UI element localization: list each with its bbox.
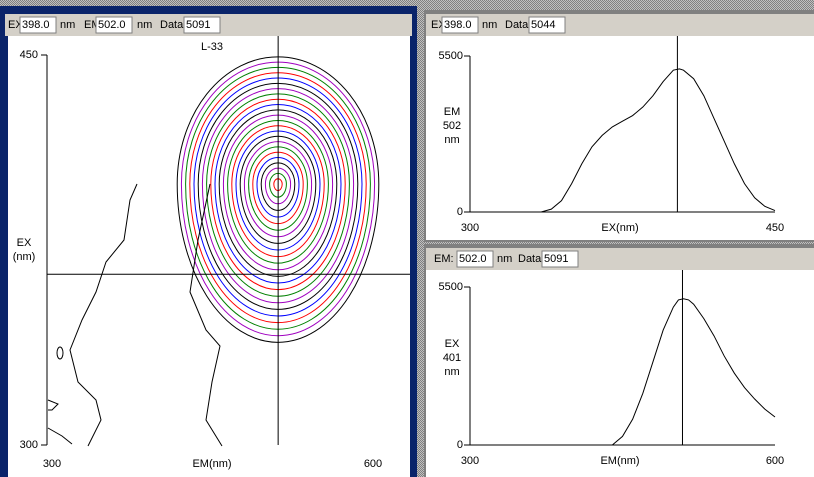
contour-line [47,427,73,445]
contour-line [69,183,138,447]
plot-area [426,270,814,477]
contour-line [264,167,292,205]
header-label: Data: [518,253,544,265]
header-bar [426,248,814,270]
header-label: nm [497,253,512,265]
contour-line [231,125,325,258]
contour-line [176,56,380,343]
contour-line [239,135,317,244]
contour-line [256,157,300,218]
contour-line [180,61,376,337]
header-label: Data: [160,19,186,31]
x-axis-label: EM(nm) [192,458,231,470]
header-label: Data: [505,19,531,31]
contour-line [56,346,64,360]
x-tick-label: 300 [43,458,61,470]
y-tick-label: 300 [20,439,38,451]
contour-line [243,141,313,238]
contour-line [227,119,329,264]
value-field [183,16,221,34]
x-tick-label: 600 [766,455,784,467]
value-field [528,16,566,34]
contour-line [47,399,59,411]
contour-line [252,151,304,225]
y-axis-label: (nm) [13,251,36,263]
spectrum-line [612,298,776,446]
contour-line [193,77,363,317]
y-tick-label: 450 [20,49,38,61]
value-field [541,250,579,268]
contour-line [210,98,346,291]
x-axis-label: EX(nm) [601,222,638,234]
contour-line [197,82,359,310]
contour-line [189,72,367,324]
contour-line [189,183,223,447]
header-label: EM: [434,253,454,265]
header-label: nm [482,19,497,31]
contour-line [260,162,296,211]
contour-line [269,172,287,198]
y-axis-label: nm [444,134,459,146]
contour-line [201,88,355,304]
y-axis-label: nm [444,366,459,378]
y-axis-label: 401 [443,352,461,364]
y-tick-label: 5500 [439,281,463,293]
y-axis-label: 502 [443,120,461,132]
value-field [19,16,57,34]
value-field [441,16,479,34]
contour-line [218,109,338,277]
value-field [456,250,494,268]
y-axis-label: EX [445,338,460,350]
contour-line [206,93,350,297]
header-value: 398.0 [444,19,472,31]
plot-title: L-33 [201,41,223,53]
contour-line [185,66,371,330]
header-value: 502.0 [98,19,126,31]
contour-line [222,114,334,271]
contour-line [235,130,321,251]
header-value: 5091 [544,253,568,265]
x-tick-label: 450 [766,222,784,234]
header-value: 502.0 [459,253,487,265]
header-label: nm [137,19,152,31]
value-field [95,16,133,34]
header-value: 398.0 [22,19,50,31]
contour-line [214,104,342,284]
contour-line [248,146,308,231]
y-tick-label: 5500 [439,50,463,62]
header-bar [426,14,814,36]
y-tick-label: 0 [457,206,463,218]
plot-area [426,36,814,240]
x-tick-label: 300 [461,455,479,467]
header-value: 5044 [531,19,555,31]
x-tick-label: 300 [461,222,479,234]
y-axis-label: EM [444,106,461,118]
header-value: 5091 [186,19,210,31]
x-axis-label: EM(nm) [600,455,639,467]
y-tick-label: 0 [457,439,463,451]
y-axis-label: EX [17,237,32,249]
header-label: nm [60,19,75,31]
x-tick-label: 600 [364,458,382,470]
contour-line [273,178,283,192]
content: EX:398.0 nm EM:502.0 nm Data: 5091 EX:398.0 nm D… [8,16,784,470]
spectrum-line [531,68,776,213]
